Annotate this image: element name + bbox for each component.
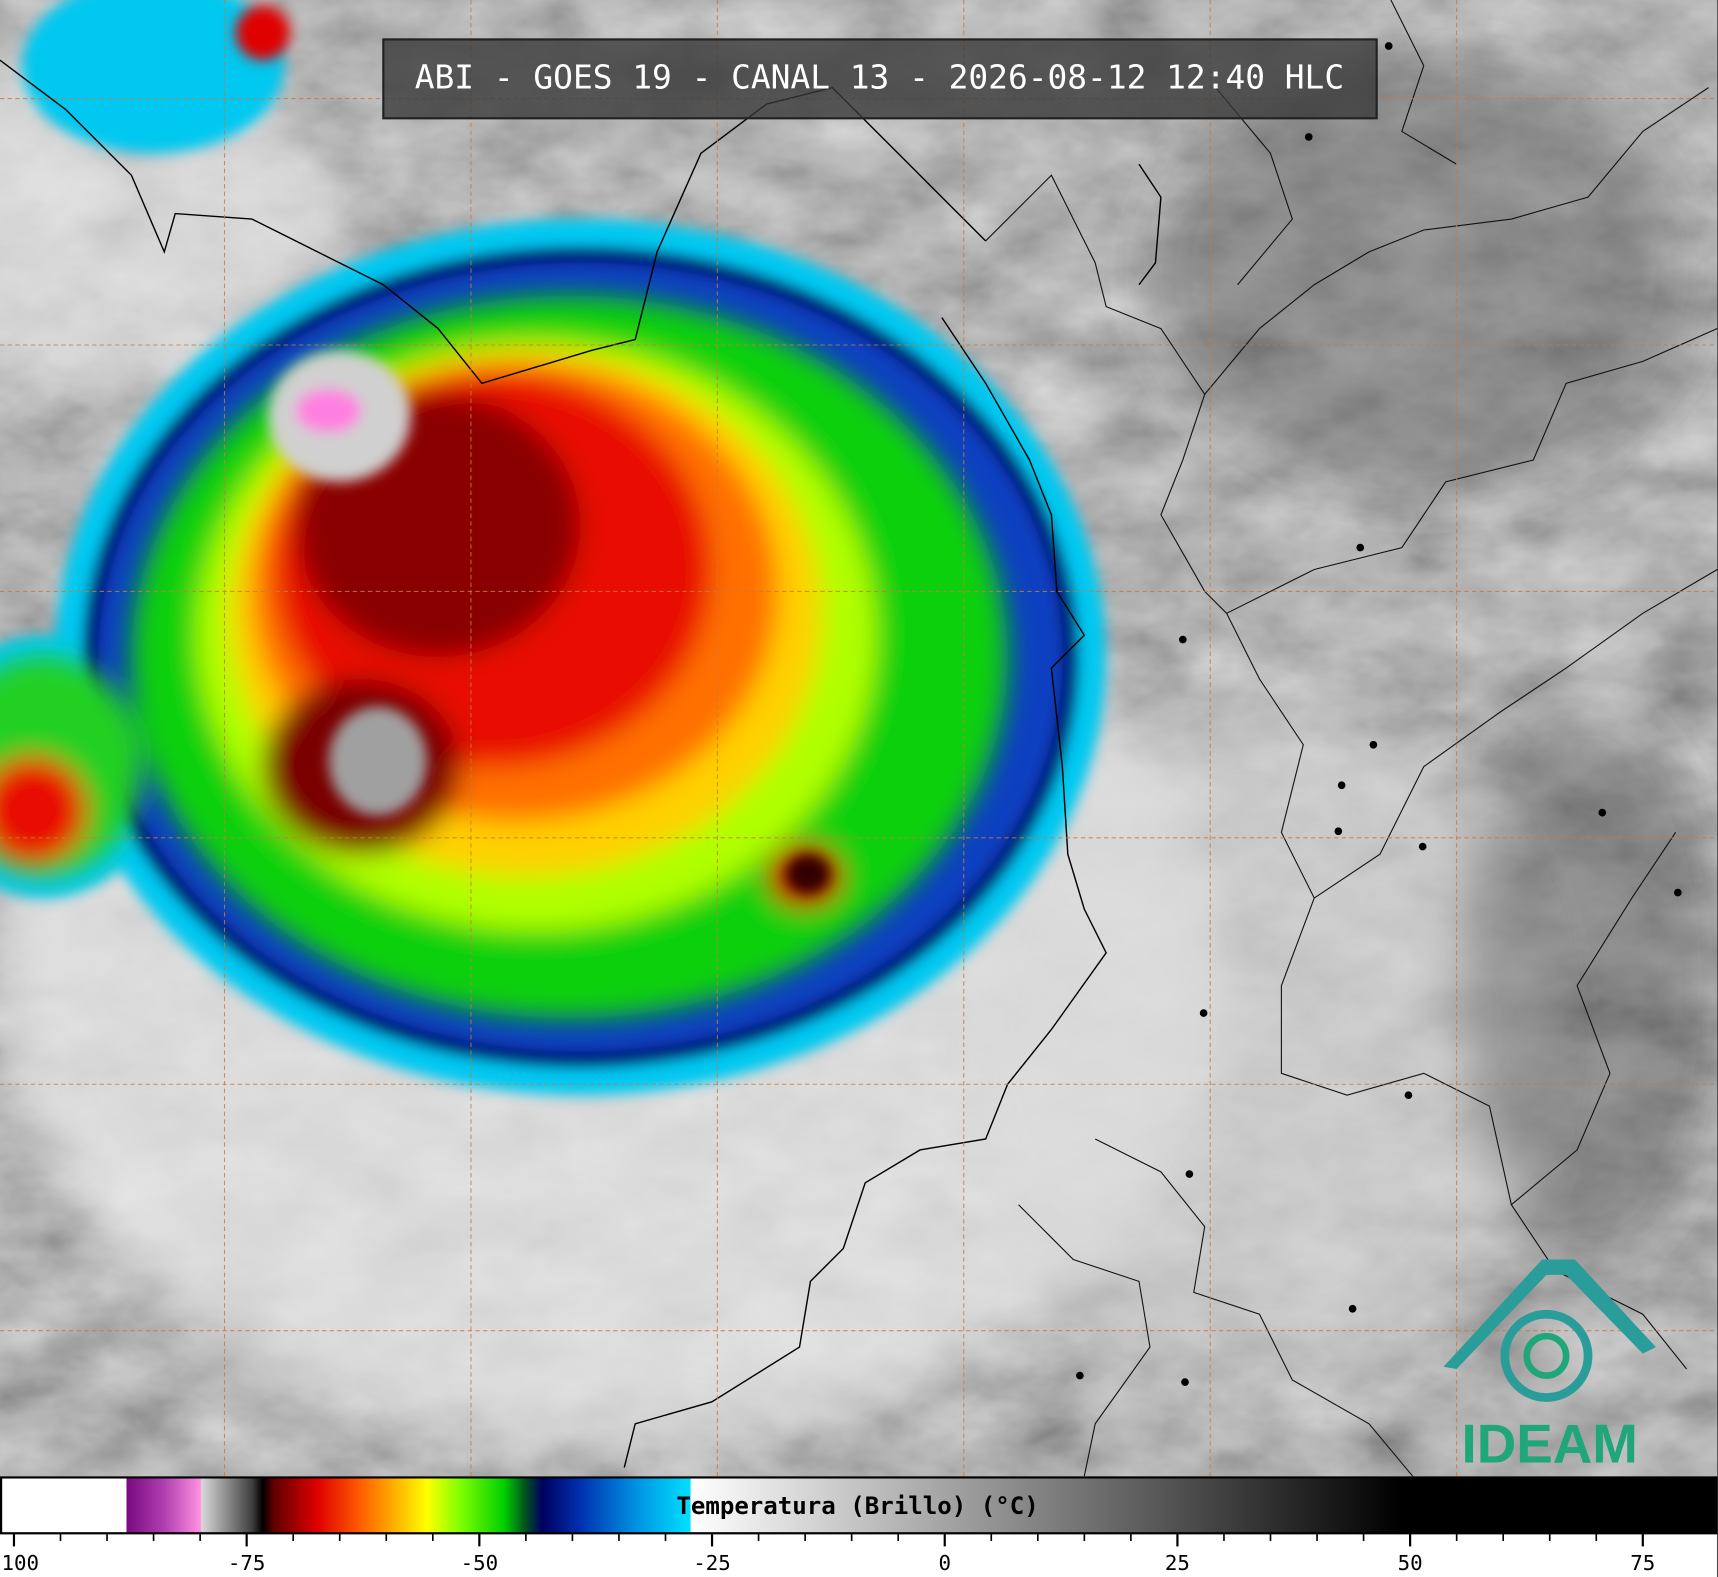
tick-label: -100: [0, 1551, 39, 1575]
logo: IDEAM: [1443, 1259, 1656, 1474]
tick-label: 75: [1630, 1551, 1655, 1575]
tick-label: -25: [693, 1551, 731, 1575]
colorbar-ticks: -100 -75 -50 -25 0 25 50 75: [0, 1533, 1655, 1575]
city-dots: [1076, 42, 1682, 1386]
tick-label: 0: [938, 1551, 951, 1575]
colorbar: [0, 1476, 1718, 1535]
title: ABI - GOES 19 - CANAL 13 - 2026-08-12 12…: [415, 58, 1344, 96]
tick-label: -75: [228, 1551, 266, 1575]
borders: [985, 0, 1718, 1477]
tick-label: -50: [461, 1551, 499, 1575]
tick-label: 50: [1398, 1551, 1423, 1575]
graticule: [0, 0, 1718, 1477]
tick-label: 25: [1165, 1551, 1190, 1575]
title-box: [382, 38, 1378, 120]
colorbar-label: Temperatura (Brillo) (°C): [676, 1492, 1038, 1520]
logo-text: IDEAM: [1461, 1412, 1637, 1474]
storm: [0, 0, 1107, 1096]
